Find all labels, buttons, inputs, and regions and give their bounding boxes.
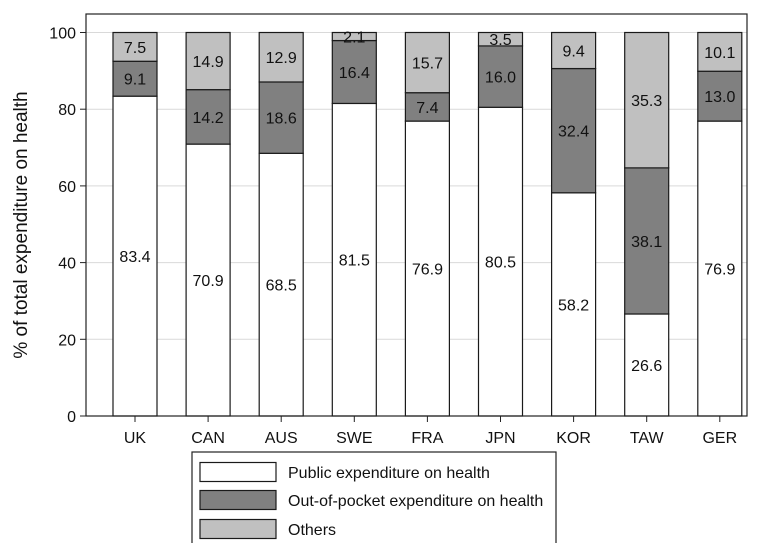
data-label: 83.4 [119,249,150,266]
bar-segment [697,70,743,122]
y-tick-label: 80 [58,102,76,119]
data-label: 76.9 [704,262,735,279]
y-axis-title: % of total expenditure on health [11,91,32,358]
legend-swatch [199,518,277,540]
x-tick-label: TAW [630,430,665,447]
value-labels: 83.4 9.1 7.5 70.9 14.2 14.9 68.5 18.6 12.9 81.5 16… [119,30,735,375]
bar-segment [404,31,450,94]
data-label: 80.5 [485,255,516,272]
data-label: 81.5 [339,253,370,270]
data-label: 32.4 [558,124,589,141]
x-tick-label: GER [702,430,737,447]
legend-label: Others [288,522,336,539]
data-label: 10.1 [704,45,735,62]
bar-segment [185,31,231,91]
data-label: 12.9 [266,50,297,67]
bar-segment [258,81,304,154]
x-tick-label: CAN [191,430,225,447]
bar-segment [331,31,377,42]
bar-segment [185,89,231,145]
data-label: 7.4 [416,100,438,117]
data-label: 9.1 [124,72,146,89]
y-axis: 0 20 40 60 80 100 [49,26,86,426]
bar-segment [112,31,158,62]
legend-swatch [199,489,277,511]
x-tick-label: KOR [556,430,591,447]
x-tick-label: UK [124,430,147,447]
data-label: 3.5 [489,32,511,49]
bar-segment [112,60,158,97]
y-tick-label: 40 [58,256,76,273]
bar-segment [550,31,597,70]
data-label: 14.9 [193,54,224,71]
legend-swatch [199,461,277,483]
plot-frame [85,13,748,417]
data-label: 26.6 [631,358,662,375]
bar-segment [404,92,450,122]
data-label: 58.2 [558,297,589,314]
bar-segment [624,31,670,169]
x-axis: UK CAN AUS SWE FRA JPN KOR TAW GER [124,416,737,447]
bar-segment [477,45,524,108]
plot-border [85,13,748,417]
y-tick-label: 100 [49,26,76,43]
data-label: 35.3 [631,93,662,110]
bar-segment [697,31,743,72]
bar-segment [550,192,597,417]
y-tick-label: 0 [67,409,76,426]
bar-segment [258,31,304,83]
data-label: 9.4 [562,44,584,61]
data-label: 70.9 [193,273,224,290]
data-label: 2.1 [343,30,365,47]
bar-segment [404,120,450,417]
bar-segment [185,143,231,417]
data-label: 16.4 [339,65,370,82]
y-tick-label: 20 [58,332,76,349]
bar-segment [331,102,377,417]
x-tick-label: AUS [265,430,298,447]
legend-label: Public expenditure on health [288,465,490,482]
bars [112,31,743,417]
y-tick-label: 60 [58,179,76,196]
bar-segment [697,120,743,417]
data-label: 16.0 [485,70,516,87]
data-label: 15.7 [412,56,443,73]
legend: Public expenditure on health Out-of-pocke… [191,451,557,543]
data-label: 68.5 [266,278,297,295]
data-label: 76.9 [412,262,443,279]
x-tick-label: FRA [411,430,443,447]
data-label: 18.6 [266,111,297,128]
bar-segment [331,39,377,105]
x-tick-label: JPN [485,430,515,447]
bar-segment [624,313,670,417]
bar-segment [477,31,524,47]
bar-segment [112,95,158,417]
data-label: 13.0 [704,89,735,106]
data-label: 7.5 [124,40,146,57]
data-label: 14.2 [193,110,224,127]
x-tick-label: SWE [336,430,372,447]
bar-segment [550,67,597,194]
legend-label: Out-of-pocket expenditure on health [288,493,543,510]
data-label: 38.1 [631,234,662,251]
